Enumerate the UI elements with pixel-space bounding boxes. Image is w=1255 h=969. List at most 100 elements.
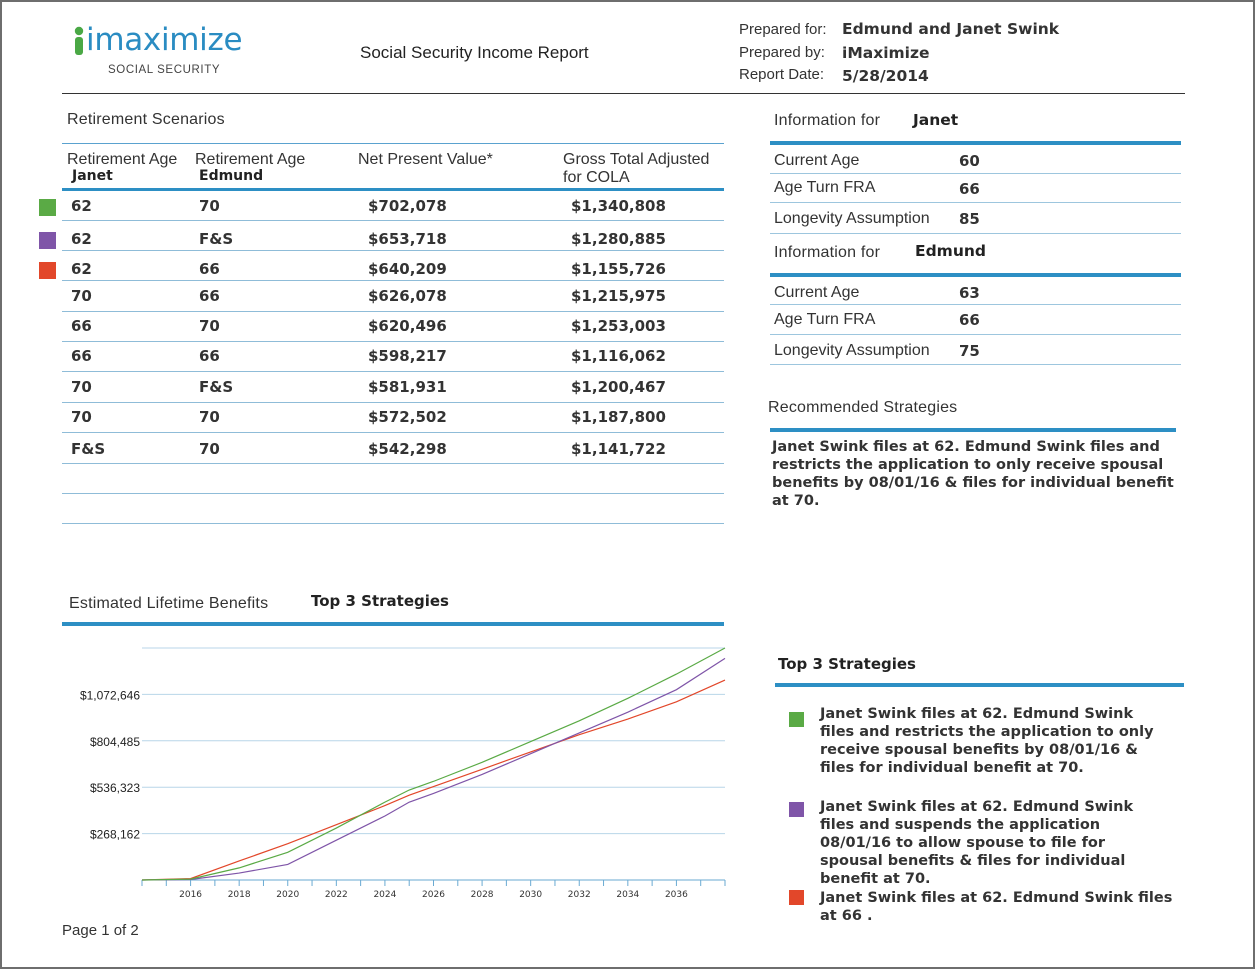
- scenario-npv: $542,298: [368, 440, 447, 458]
- janet-fra-label: Age Turn FRA: [774, 179, 876, 196]
- scenario-row-divider: [62, 402, 724, 403]
- strategy-2-text: Janet Swink files at 62. Edmund Swink fi…: [820, 799, 1134, 887]
- scenario-edmund-age: F&S: [199, 230, 234, 248]
- row-divider: [770, 334, 1181, 335]
- row-divider: [770, 233, 1181, 234]
- scenario-npv: $581,931: [368, 378, 447, 396]
- row-divider: [770, 173, 1181, 174]
- col-janet-sub: Janet: [72, 168, 113, 184]
- info-edmund-rule: [770, 273, 1181, 277]
- info-edmund-name: Edmund: [915, 242, 986, 260]
- scenario-npv: $653,718: [368, 230, 447, 248]
- edmund-fra-value: 66: [959, 311, 980, 329]
- scenario-swatch: [39, 232, 56, 249]
- x-tick-label: 2022: [325, 890, 348, 900]
- lifetime-rule: [62, 622, 724, 626]
- row-divider: [770, 304, 1181, 305]
- logo-wordmark: imaximize: [86, 22, 243, 58]
- scenario-npv: $702,078: [368, 197, 447, 215]
- col-npv-label: Net Present Value*: [358, 151, 493, 168]
- recommended-rule: [770, 428, 1176, 432]
- y-tick-label: $1,072,646: [80, 688, 140, 702]
- scenario-row-divider: [62, 220, 724, 221]
- lifetime-subtitle: Top 3 Strategies: [311, 592, 449, 610]
- header-divider: [62, 93, 1185, 94]
- prepared-by-label: Prepared by:: [739, 44, 825, 61]
- col-edmund-label: Retirement Age: [195, 151, 306, 168]
- scenario-swatch: [39, 199, 56, 216]
- col-gross-label-1: Gross Total Adjusted: [563, 151, 710, 168]
- lifetime-benefits-chart: 2016 2018 2020 2022 2024 2026 2028 2030 2032 2034…: [80, 647, 726, 900]
- scenario-gross: $1,200,467: [571, 378, 666, 396]
- report-date-label: Report Date:: [739, 66, 825, 83]
- row-divider: [770, 202, 1181, 203]
- series-line: [141, 647, 726, 881]
- x-tick-label: 2028: [471, 890, 494, 900]
- scenarios-title: Retirement Scenarios: [67, 111, 225, 128]
- scenario-janet-age: 70: [71, 378, 92, 396]
- scenario-janet-age: 62: [71, 260, 92, 278]
- scenario-gross: $1,280,885: [571, 230, 666, 248]
- scenarios-top-rule: [62, 143, 724, 144]
- scenario-swatch: [39, 262, 56, 279]
- strategy-1-swatch: [789, 712, 804, 727]
- series-line: [141, 657, 726, 881]
- scenario-gross: $1,253,003: [571, 317, 666, 335]
- scenario-janet-age: 62: [71, 230, 92, 248]
- col-gross-label-2: for COLA: [563, 169, 630, 186]
- lifetime-title: Estimated Lifetime Benefits: [69, 595, 269, 612]
- x-tick-label: 2024: [373, 890, 396, 900]
- prepared-for-value: Edmund and Janet Swink: [842, 20, 1060, 38]
- scenario-gross: $1,141,722: [571, 440, 666, 458]
- col-janet-label: Retirement Age: [67, 151, 178, 168]
- x-tick-label: 2020: [276, 890, 299, 900]
- scenario-edmund-age: 70: [199, 440, 220, 458]
- y-tick-label: $268,162: [90, 828, 140, 842]
- scenarios-header-rule: [62, 188, 724, 191]
- scenario-row-divider: [62, 250, 724, 251]
- scenario-janet-age: F&S: [71, 440, 106, 458]
- report-date-value: 5/28/2014: [842, 67, 929, 85]
- x-tick-label: 2018: [228, 890, 251, 900]
- top3-title: Top 3 Strategies: [778, 655, 916, 673]
- scenario-edmund-age: 70: [199, 408, 220, 426]
- scenario-npv: $620,496: [368, 317, 447, 335]
- scenario-row-divider: [62, 371, 724, 372]
- scenario-gross: $1,340,808: [571, 197, 666, 215]
- prepared-by-value: iMaximize: [842, 44, 930, 62]
- scenario-gross: $1,215,975: [571, 287, 666, 305]
- strategy-2-swatch: [789, 802, 804, 817]
- edmund-current-age-value: 63: [959, 284, 980, 302]
- edmund-fra-label: Age Turn FRA: [774, 311, 876, 328]
- info-janet-name: Janet: [913, 111, 959, 129]
- scenario-row-divider: [62, 311, 724, 312]
- scenario-gross: $1,155,726: [571, 260, 666, 278]
- y-tick-label: $536,323: [90, 781, 140, 795]
- janet-fra-value: 66: [959, 180, 980, 198]
- scenario-janet-age: 62: [71, 197, 92, 215]
- series-line: [141, 679, 726, 881]
- scenario-edmund-age: 66: [199, 260, 220, 278]
- scenario-npv: $572,502: [368, 408, 447, 426]
- janet-longevity-label: Longevity Assumption: [774, 210, 930, 227]
- y-tick-label: $804,485: [90, 735, 140, 749]
- scenario-row-divider: [62, 432, 724, 433]
- logo-person-icon: [74, 26, 84, 55]
- row-divider: [770, 364, 1181, 365]
- info-edmund-title: Information for: [774, 244, 881, 261]
- scenario-edmund-age: 70: [199, 317, 220, 335]
- scenario-npv: $640,209: [368, 260, 447, 278]
- scenario-janet-age: 66: [71, 347, 92, 365]
- strategy-3-text: Janet Swink files at 62. Edmund Swink fi…: [820, 890, 1173, 924]
- scenario-gross: $1,116,062: [571, 347, 666, 365]
- strategy-1-text: Janet Swink files at 62. Edmund Swink fi…: [820, 706, 1154, 776]
- scenario-npv: $626,078: [368, 287, 447, 305]
- logo-subtitle: SOCIAL SECURITY: [108, 64, 221, 76]
- x-tick-label: 2032: [568, 890, 591, 900]
- scenario-npv: $598,217: [368, 347, 447, 365]
- info-janet-rule: [770, 141, 1181, 145]
- prepared-for-label: Prepared for:: [739, 21, 827, 38]
- x-tick-label: 2036: [665, 890, 688, 900]
- scenario-janet-age: 66: [71, 317, 92, 335]
